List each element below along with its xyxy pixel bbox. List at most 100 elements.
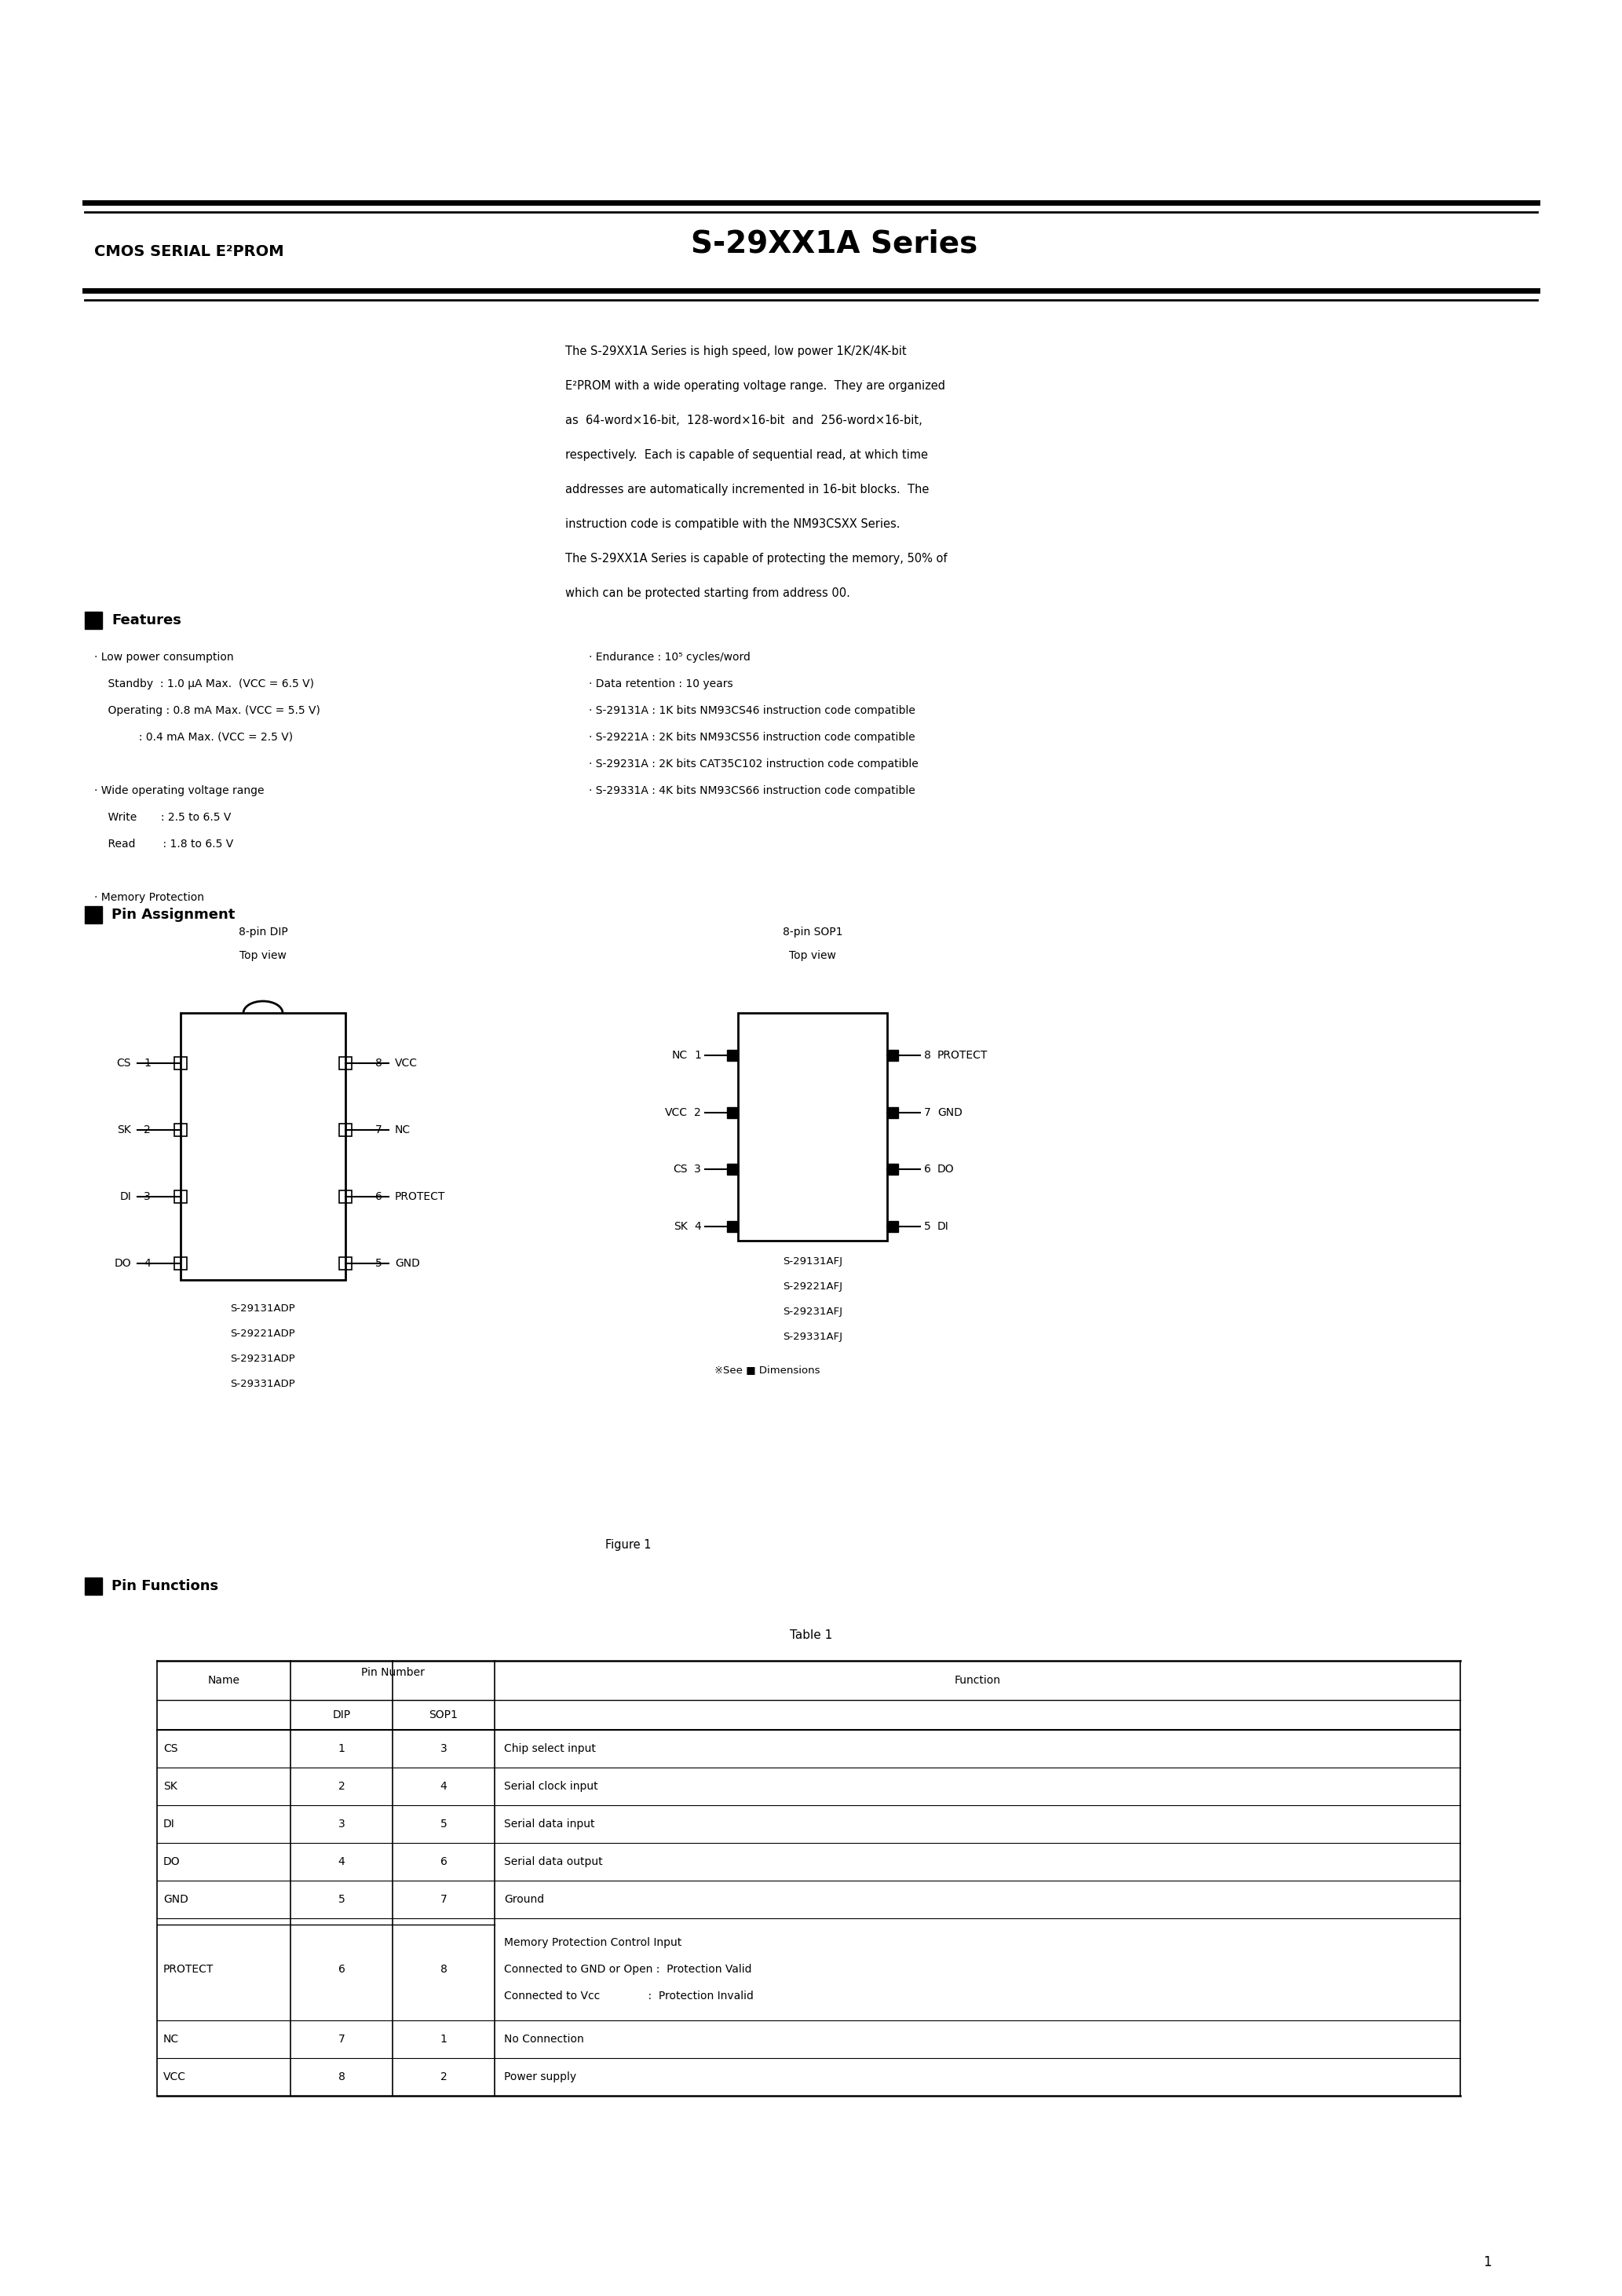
Bar: [84, 611, 102, 629]
Text: VCC: VCC: [164, 2071, 187, 2082]
Text: : 0.4 mA Max. (VCC = 2.5 V): : 0.4 mA Max. (VCC = 2.5 V): [94, 732, 294, 744]
Text: instruction code is compatible with the NM93CSXX Series.: instruction code is compatible with the …: [564, 519, 900, 530]
Text: PROTECT: PROTECT: [164, 1963, 214, 1975]
Text: 1: 1: [144, 1058, 151, 1068]
Text: Ground: Ground: [504, 1894, 543, 1906]
Text: S-29XX1A Series: S-29XX1A Series: [691, 230, 978, 259]
Text: Pin Functions: Pin Functions: [112, 1580, 219, 1593]
Text: S-29221ADP: S-29221ADP: [230, 1329, 295, 1339]
Text: 6: 6: [440, 1855, 448, 1867]
Text: 8: 8: [375, 1058, 383, 1068]
Bar: [727, 1164, 738, 1176]
Text: 7: 7: [337, 2034, 345, 2046]
Text: 2: 2: [144, 1125, 151, 1134]
Text: Figure 1: Figure 1: [605, 1538, 650, 1550]
Text: · Wide operating voltage range: · Wide operating voltage range: [94, 785, 264, 797]
Text: S-29331ADP: S-29331ADP: [230, 1380, 295, 1389]
Bar: [339, 1189, 352, 1203]
Text: 5: 5: [925, 1221, 931, 1233]
Text: The S-29XX1A Series is high speed, low power 1K/2K/4K-bit: The S-29XX1A Series is high speed, low p…: [564, 344, 907, 358]
Text: 3: 3: [144, 1192, 151, 1203]
Text: Power supply: Power supply: [504, 2071, 576, 2082]
Text: 8-pin SOP1: 8-pin SOP1: [782, 928, 842, 937]
Bar: [727, 1107, 738, 1118]
Text: S-29131AFJ: S-29131AFJ: [783, 1256, 842, 1267]
Text: SK: SK: [673, 1221, 688, 1233]
Bar: [180, 1013, 345, 1279]
Text: DIP: DIP: [333, 1711, 350, 1720]
Text: 3: 3: [694, 1164, 701, 1176]
Text: E²PROM with a wide operating voltage range.  They are organized: E²PROM with a wide operating voltage ran…: [564, 381, 946, 393]
Text: Pin Number: Pin Number: [360, 1667, 425, 1678]
Text: 2: 2: [440, 2071, 448, 2082]
Text: 6: 6: [375, 1192, 383, 1203]
Text: S-29331AFJ: S-29331AFJ: [783, 1332, 842, 1341]
Text: VCC: VCC: [394, 1058, 418, 1068]
Bar: [738, 1013, 887, 1240]
Text: 8-pin DIP: 8-pin DIP: [238, 928, 287, 937]
Text: 1: 1: [440, 2034, 448, 2046]
Text: · Memory Protection: · Memory Protection: [94, 893, 204, 902]
Text: PROTECT: PROTECT: [938, 1049, 988, 1061]
Text: Serial data input: Serial data input: [504, 1818, 595, 1830]
Text: Standby  : 1.0 μA Max.  (VCC = 6.5 V): Standby : 1.0 μA Max. (VCC = 6.5 V): [94, 677, 315, 689]
Text: Read        : 1.8 to 6.5 V: Read : 1.8 to 6.5 V: [94, 838, 234, 850]
Text: GND: GND: [164, 1894, 188, 1906]
Text: 7: 7: [440, 1894, 448, 1906]
Text: Connected to Vcc              :  Protection Invalid: Connected to Vcc : Protection Invalid: [504, 1991, 754, 2002]
Text: 5: 5: [337, 1894, 345, 1906]
Text: NC: NC: [164, 2034, 178, 2046]
Bar: [84, 907, 102, 923]
Text: Write       : 2.5 to 6.5 V: Write : 2.5 to 6.5 V: [94, 813, 230, 822]
Bar: [727, 1049, 738, 1061]
Text: 6: 6: [925, 1164, 931, 1176]
Text: · Low power consumption: · Low power consumption: [94, 652, 234, 664]
Text: 4: 4: [440, 1782, 448, 1791]
Text: 2: 2: [337, 1782, 345, 1791]
Text: ※See ■ Dimensions: ※See ■ Dimensions: [714, 1364, 821, 1375]
Text: · S-29131A : 1K bits NM93CS46 instruction code compatible: · S-29131A : 1K bits NM93CS46 instructio…: [589, 705, 915, 716]
Bar: [84, 1577, 102, 1596]
Text: S-29231ADP: S-29231ADP: [230, 1355, 295, 1364]
Text: DO: DO: [938, 1164, 954, 1176]
Text: Operating : 0.8 mA Max. (VCC = 5.5 V): Operating : 0.8 mA Max. (VCC = 5.5 V): [94, 705, 320, 716]
Text: CS: CS: [117, 1058, 131, 1068]
Text: SOP1: SOP1: [430, 1711, 457, 1720]
Text: 7: 7: [925, 1107, 931, 1118]
Text: Memory Protection Control Input: Memory Protection Control Input: [504, 1938, 681, 1947]
Text: · S-29331A : 4K bits NM93CS66 instruction code compatible: · S-29331A : 4K bits NM93CS66 instructio…: [589, 785, 915, 797]
Text: SK: SK: [117, 1125, 131, 1134]
Text: Function: Function: [954, 1674, 1001, 1685]
Bar: [887, 1049, 899, 1061]
Text: 1: 1: [337, 1743, 345, 1754]
Bar: [339, 1123, 352, 1137]
Text: DO: DO: [164, 1855, 180, 1867]
Text: 8: 8: [337, 2071, 345, 2082]
Bar: [887, 1107, 899, 1118]
Text: GND: GND: [938, 1107, 962, 1118]
Text: SK: SK: [164, 1782, 177, 1791]
Text: 5: 5: [375, 1258, 383, 1270]
Text: GND: GND: [394, 1258, 420, 1270]
Text: CS: CS: [164, 1743, 178, 1754]
Text: 8: 8: [440, 1963, 448, 1975]
Text: 4: 4: [144, 1258, 151, 1270]
Text: Chip select input: Chip select input: [504, 1743, 595, 1754]
Text: DI: DI: [120, 1192, 131, 1203]
Text: Top view: Top view: [788, 951, 835, 962]
Text: Name: Name: [208, 1674, 240, 1685]
Text: · S-29221A : 2K bits NM93CS56 instruction code compatible: · S-29221A : 2K bits NM93CS56 instructio…: [589, 732, 915, 744]
Text: No Connection: No Connection: [504, 2034, 584, 2046]
Text: DI: DI: [938, 1221, 949, 1233]
Text: · Data retention : 10 years: · Data retention : 10 years: [589, 677, 733, 689]
Bar: [174, 1056, 187, 1070]
Text: PROTECT: PROTECT: [394, 1192, 446, 1203]
Bar: [339, 1056, 352, 1070]
Bar: [339, 1256, 352, 1270]
Text: Table 1: Table 1: [790, 1630, 832, 1642]
Text: 5: 5: [440, 1818, 448, 1830]
Text: Top view: Top view: [240, 951, 287, 962]
Text: NC: NC: [672, 1049, 688, 1061]
Bar: [174, 1189, 187, 1203]
Text: The S-29XX1A Series is capable of protecting the memory, 50% of: The S-29XX1A Series is capable of protec…: [564, 553, 947, 565]
